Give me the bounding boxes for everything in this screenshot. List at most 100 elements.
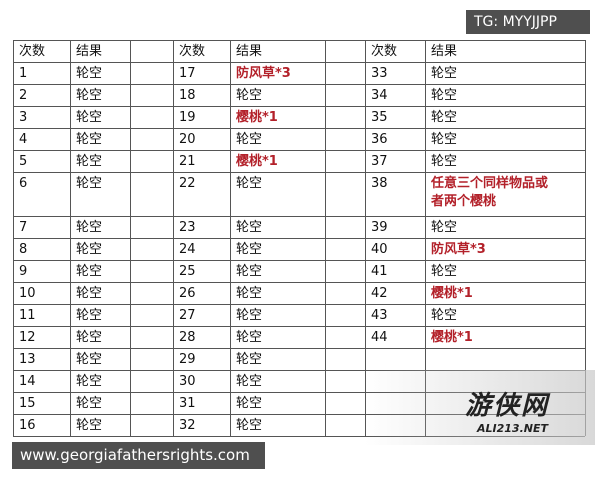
table-cell: 轮空 [76,330,103,345]
table-cell: 轮空 [76,308,103,323]
table-cell: 6 [19,176,28,191]
row-border [13,150,585,151]
column-border [325,40,326,436]
table-cell: 4 [19,132,28,147]
table-cell: 樱桃*1 [431,330,473,345]
row-border [13,106,585,107]
table-cell: 轮空 [76,220,103,235]
header-cell: 结果 [76,44,103,59]
watermark-top: TG: MYYJJPP [466,10,590,34]
table-cell: 24 [179,242,196,257]
header-cell: 结果 [431,44,458,59]
table-cell: 27 [179,308,196,323]
table-cell: 41 [371,264,388,279]
column-border [425,40,426,436]
table-cell: 轮空 [431,88,458,103]
table-cell: 任意三个同样物品或者两个樱桃 [431,176,549,209]
table-cell: 轮空 [431,66,458,81]
table-cell: 35 [371,110,388,125]
table-cell: 轮空 [236,88,263,103]
row-border [13,238,585,239]
table-cell: 21 [179,154,196,169]
row-border [13,414,585,415]
table-cell: 14 [19,374,36,389]
table-cell: 轮空 [431,308,458,323]
table-cell: 轮空 [76,154,103,169]
header-cell: 结果 [236,44,263,59]
column-border [70,40,71,436]
table-cell: 轮空 [431,264,458,279]
table-cell: 轮空 [76,418,103,433]
table-cell: 5 [19,154,28,169]
table-cell: 20 [179,132,196,147]
row-border [13,216,585,217]
row-border [13,392,585,393]
logo-text: 游侠网 [465,391,550,421]
table-cell: 12 [19,330,36,345]
row-border [13,282,585,283]
row-border [13,348,585,349]
table-cell: 7 [19,220,28,235]
column-border [130,40,131,436]
table-cell: 轮空 [76,110,103,125]
table-cell: 38 [371,176,388,191]
table-cell: 轮空 [76,396,103,411]
table-cell: 轮空 [76,66,103,81]
table-cell: 10 [19,286,36,301]
row-border [13,304,585,305]
table-cell: 13 [19,352,36,367]
header-cell: 次数 [19,44,46,59]
row-border [13,260,585,261]
watermark-bottom: www.georgiafathersrights.com [12,442,265,469]
table-cell: 轮空 [236,330,263,345]
table-cell: 29 [179,352,196,367]
table-cell: 16 [19,418,36,433]
table-cell: 8 [19,242,28,257]
row-border [13,128,585,129]
table-cell: 11 [19,308,36,323]
table-cell: 23 [179,220,196,235]
table-cell: 轮空 [76,374,103,389]
row-border [13,326,585,327]
table-cell: 轮空 [236,352,263,367]
column-border [230,40,231,436]
table-cell: 轮空 [236,396,263,411]
column-border [585,40,586,436]
table-cell: 34 [371,88,388,103]
table-cell: 轮空 [76,176,103,191]
table-cell: 28 [179,330,196,345]
header-cell: 次数 [371,44,398,59]
table-cell: 25 [179,264,196,279]
table-cell: 轮空 [236,286,263,301]
table-cell: 1 [19,66,28,81]
table-cell: 轮空 [236,220,263,235]
table-cell: 轮空 [431,110,458,125]
table-cell: 轮空 [431,220,458,235]
logo: 游侠网 ALI213.NET [465,385,549,435]
table-cell: 轮空 [76,352,103,367]
table-cell: 19 [179,110,196,125]
table-cell: 42 [371,286,388,301]
table-cell: 轮空 [431,154,458,169]
table-cell: 18 [179,88,196,103]
table-cell: 2 [19,88,28,103]
table-cell: 44 [371,330,388,345]
table-cell: 9 [19,264,28,279]
table-cell: 轮空 [76,132,103,147]
row-border [13,370,585,371]
table-cell: 37 [371,154,388,169]
table-cell: 轮空 [76,242,103,257]
image-fade [365,370,595,445]
table-cell: 轮空 [76,264,103,279]
table-cell: 32 [179,418,196,433]
table-cell: 17 [179,66,196,81]
table-cell: 33 [371,66,388,81]
table-cell: 39 [371,220,388,235]
table-cell: 轮空 [236,176,263,191]
table-cell: 36 [371,132,388,147]
column-border [13,40,14,436]
row-border [13,62,585,63]
table-cell: 15 [19,396,36,411]
table-cell: 31 [179,396,196,411]
table-cell: 22 [179,176,196,191]
